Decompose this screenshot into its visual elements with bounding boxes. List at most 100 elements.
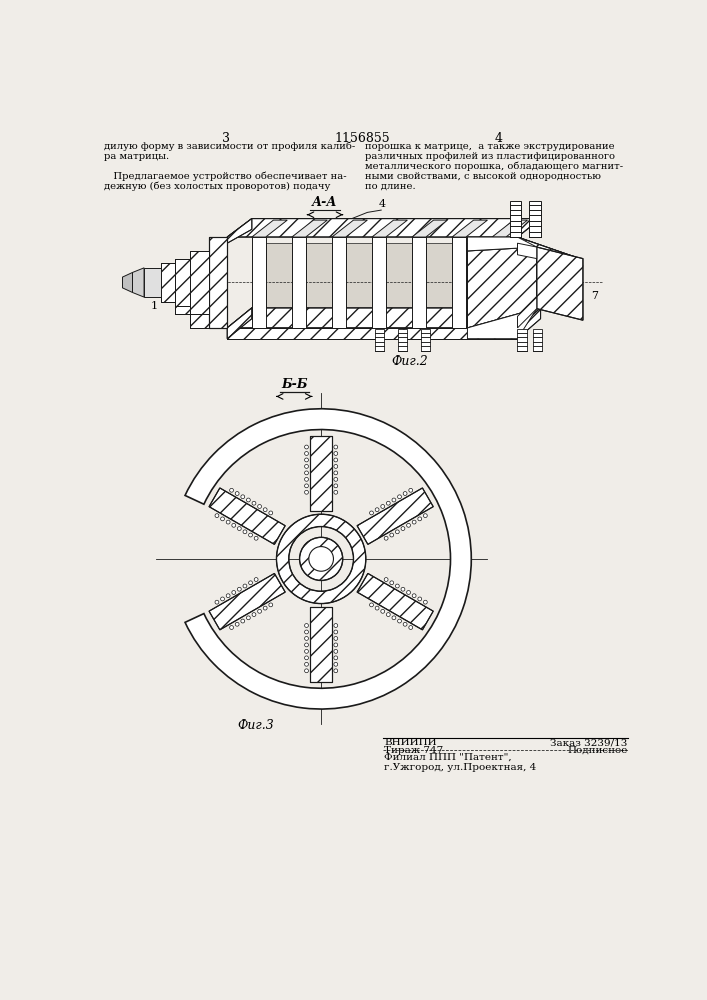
Circle shape [334,464,338,468]
Circle shape [235,492,239,495]
Text: Подписное: Подписное [567,746,628,755]
Circle shape [252,501,256,505]
Text: Тираж 747: Тираж 747 [385,746,443,755]
Circle shape [309,547,334,571]
Polygon shape [466,243,492,308]
Circle shape [381,609,385,613]
Circle shape [241,619,245,623]
Text: 3: 3 [223,132,230,145]
Circle shape [384,536,388,540]
Circle shape [252,613,256,616]
Text: различных профилей из пластифицированного: различных профилей из пластифицированног… [365,152,615,161]
Circle shape [418,597,421,601]
Circle shape [334,630,338,634]
Circle shape [401,587,405,591]
Polygon shape [190,251,209,314]
Circle shape [403,622,407,626]
Circle shape [305,637,308,640]
Circle shape [334,669,338,673]
Text: ными свойствами, с высокой однородностью: ными свойствами, с высокой однородностью [365,172,601,181]
Polygon shape [161,263,175,302]
Polygon shape [452,220,487,237]
Polygon shape [252,220,287,237]
Text: порошка к матрице,  а также экструдирование: порошка к матрице, а также экструдирован… [365,142,614,151]
Circle shape [395,584,399,588]
Circle shape [334,490,338,494]
Polygon shape [357,573,433,630]
Circle shape [226,520,230,524]
Polygon shape [372,237,386,328]
Circle shape [418,517,421,521]
Polygon shape [518,237,583,266]
Bar [518,329,527,351]
Circle shape [409,626,413,629]
Polygon shape [310,436,332,511]
Bar [398,329,407,351]
Circle shape [423,514,427,518]
Polygon shape [227,219,252,243]
Circle shape [334,477,338,481]
Circle shape [305,643,308,647]
Circle shape [215,514,219,518]
Circle shape [300,537,343,580]
Circle shape [407,591,411,594]
Circle shape [249,581,252,585]
Circle shape [412,520,416,524]
Circle shape [255,536,258,540]
Circle shape [230,488,233,492]
Polygon shape [386,243,412,308]
Circle shape [387,613,390,616]
Polygon shape [266,243,292,308]
Circle shape [334,637,338,640]
Polygon shape [305,243,332,308]
Bar [375,329,385,351]
Circle shape [215,600,219,604]
Circle shape [334,452,338,455]
Circle shape [397,495,402,499]
Circle shape [305,477,308,481]
Circle shape [249,533,252,537]
Text: дилую форму в зависимости от профиля калиб-: дилую форму в зависимости от профиля кал… [104,142,355,151]
Circle shape [305,445,308,449]
Circle shape [243,584,247,588]
Circle shape [232,591,235,594]
Circle shape [403,492,407,495]
Bar [529,201,541,237]
Circle shape [407,523,411,527]
Circle shape [305,452,308,455]
Polygon shape [426,243,452,308]
Circle shape [235,622,239,626]
Text: г.Ужгород, ул.Проектная, 4: г.Ужгород, ул.Проектная, 4 [385,763,537,772]
Polygon shape [518,243,537,259]
Text: 1: 1 [151,301,158,311]
Circle shape [334,624,338,627]
Polygon shape [175,306,190,314]
Circle shape [226,594,230,598]
Bar [510,201,521,237]
Wedge shape [185,409,472,709]
Circle shape [263,508,267,512]
Circle shape [423,600,427,604]
Circle shape [238,527,241,530]
Circle shape [334,484,338,488]
Circle shape [390,533,394,537]
Text: Фиг.3: Фиг.3 [238,719,274,732]
Circle shape [305,471,308,475]
Polygon shape [292,237,305,328]
Circle shape [305,630,308,634]
Circle shape [305,458,308,462]
Polygon shape [346,243,372,308]
Circle shape [238,587,241,591]
Circle shape [375,606,379,610]
Text: 1156855: 1156855 [334,132,390,145]
Circle shape [305,464,308,468]
Circle shape [241,495,245,499]
Circle shape [334,445,338,449]
Circle shape [334,656,338,660]
Circle shape [334,471,338,475]
Polygon shape [209,237,227,328]
Circle shape [334,458,338,462]
Polygon shape [492,220,527,237]
Circle shape [221,597,224,601]
Circle shape [305,624,308,627]
